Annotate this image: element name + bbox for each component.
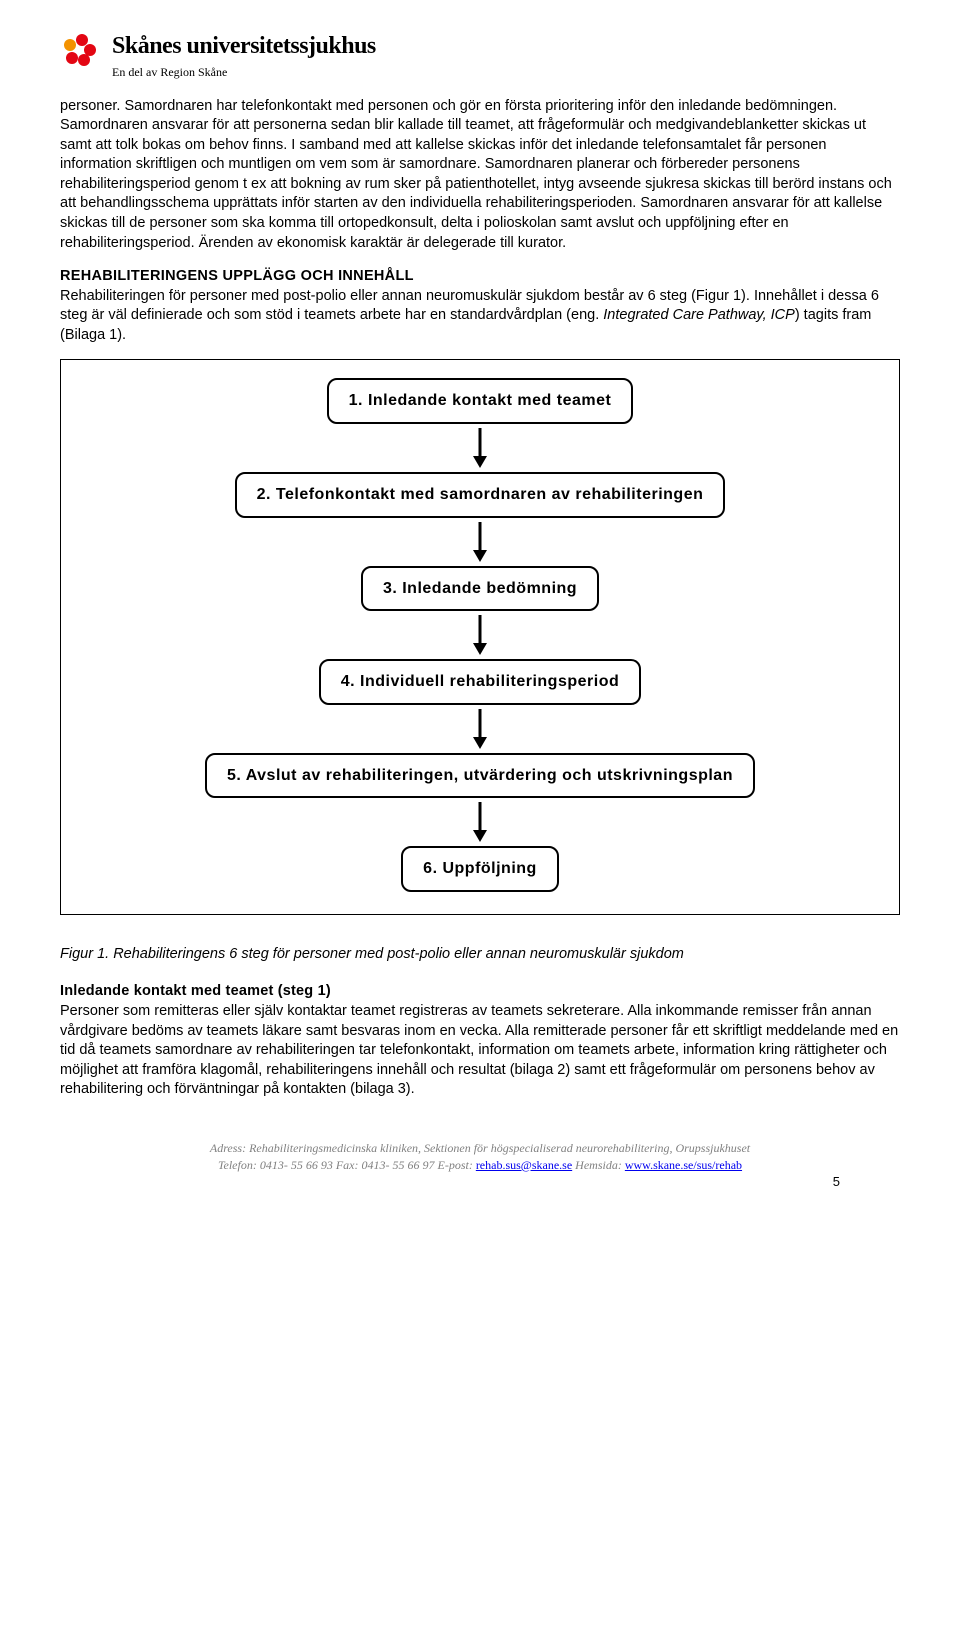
page-number: 5 [833,1173,840,1191]
flow-node-1: 1. Inledande kontakt med teamet [327,378,634,424]
step1-heading: Inledande kontakt med teamet (steg 1) [60,983,331,999]
flow-node-6: 6. Uppföljning [401,846,559,892]
flow-node-2: 2. Telefonkontakt med samordnaren av reh… [235,472,726,518]
footer-contact: Telefon: 0413- 55 66 93 Fax: 0413- 55 66… [218,1158,476,1172]
paragraph-section: REHABILITERINGENS UPPLÄGG OCH INNEHÅLL R… [60,267,900,345]
flow-arrow [470,522,490,562]
flow-node-5: 5. Avslut av rehabiliteringen, utvärderi… [205,753,755,799]
figure-caption: Figur 1. Rehabiliteringens 6 steg för pe… [60,945,900,965]
footer-email-link[interactable]: rehab.sus@skane.se [476,1158,572,1172]
flow-arrow [470,428,490,468]
flow-node-4: 4. Individuell rehabiliteringsperiod [319,659,642,705]
flow-arrow [470,615,490,655]
step1-text: Personer som remitteras eller själv kont… [60,1003,898,1097]
page-footer: Adress: Rehabiliteringsmedicinska klinik… [60,1140,900,1174]
logo-title: Skånes universitetssjukhus [112,30,376,62]
flow-node-3: 3. Inledande bedömning [361,566,599,612]
paragraph-intro: personer. Samordnaren har telefonkontakt… [60,97,900,254]
footer-url-link[interactable]: www.skane.se/sus/rehab [625,1158,742,1172]
logo-text: Skånes universitetssjukhus En del av Reg… [112,30,376,81]
hospital-logo: Skånes universitetssjukhus En del av Reg… [60,30,900,81]
footer-web-label: Hemsida: [572,1158,625,1172]
logo-subtitle: En del av Region Skåne [112,64,376,80]
step1-block: Inledande kontakt med teamet (steg 1) Pe… [60,982,900,1099]
section-heading: REHABILITERINGENS UPPLÄGG OCH INNEHÅLL [60,268,414,284]
flow-arrow [470,709,490,749]
caption-text: Rehabiliteringens 6 steg för personer me… [109,946,684,962]
flowchart-container: 1. Inledande kontakt med teamet 2. Telef… [60,359,900,915]
footer-address: Rehabiliteringsmedicinska kliniken, Sekt… [249,1141,750,1155]
section-text-italic: Integrated Care Pathway, ICP [603,307,795,323]
flow-arrow [470,802,490,842]
footer-address-label: Adress: [210,1141,249,1155]
logo-icon [60,30,102,72]
caption-prefix: Figur 1. [60,946,109,962]
